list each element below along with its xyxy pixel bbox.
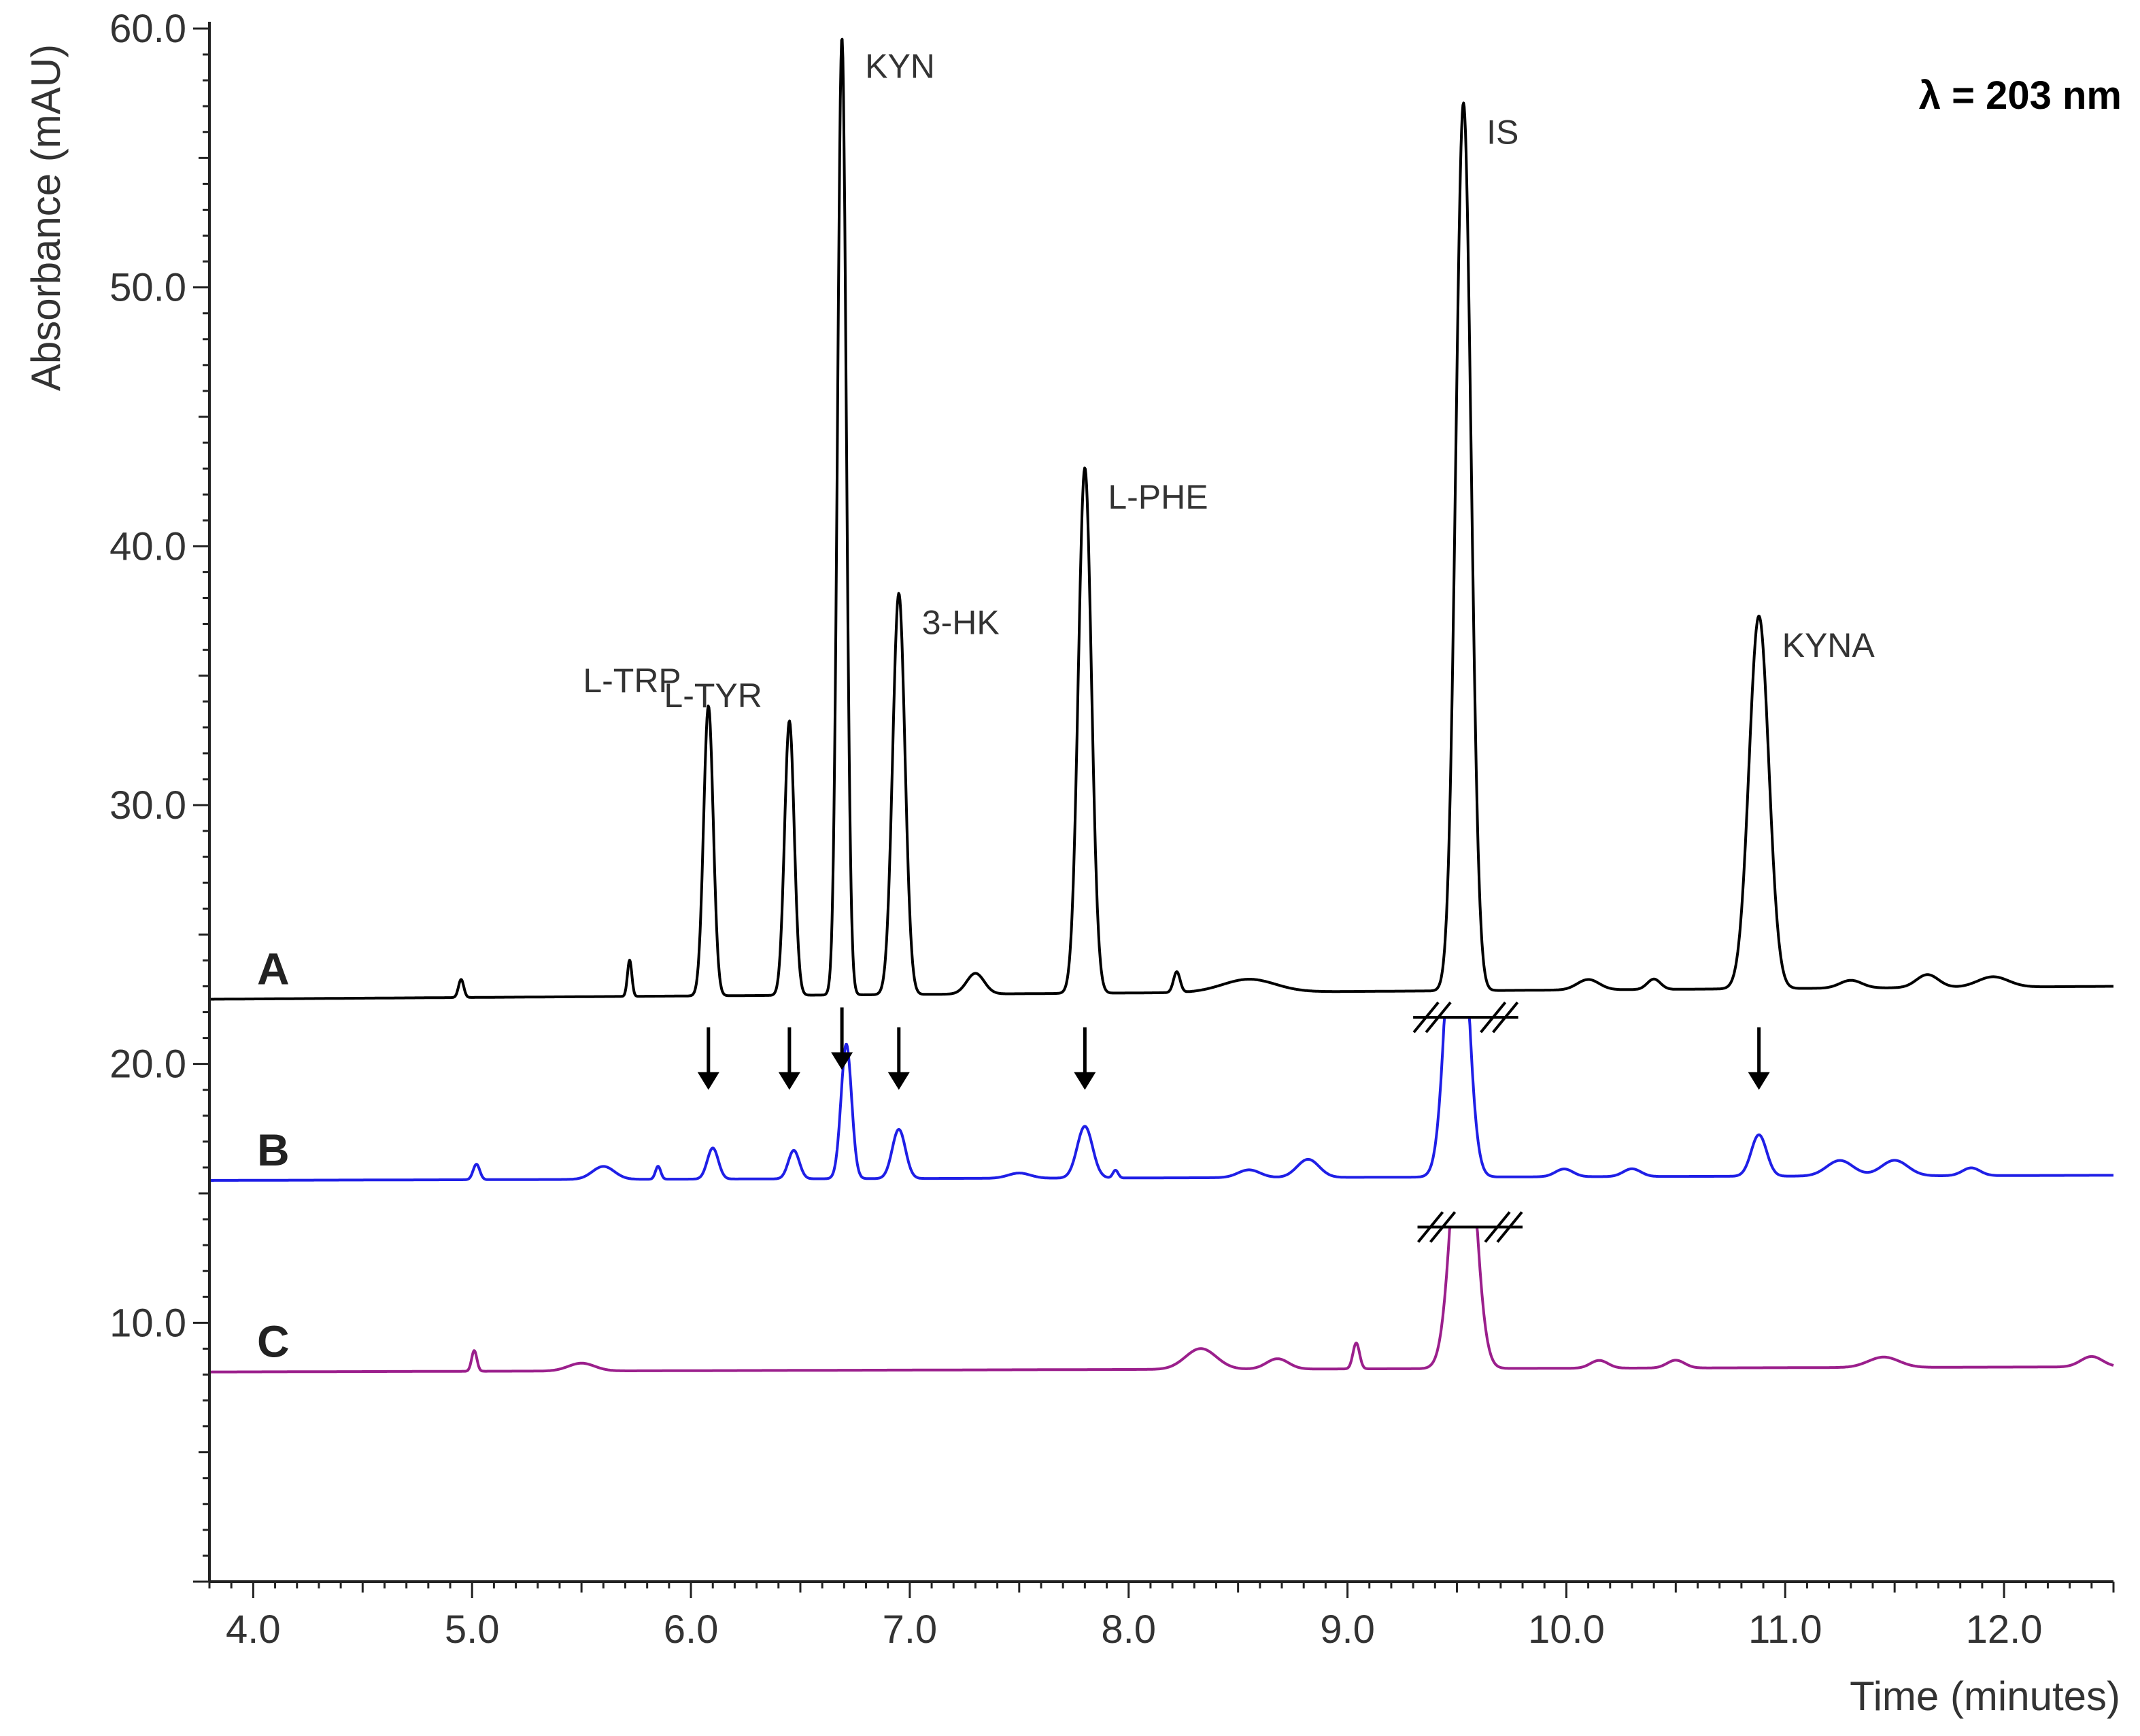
y-tick-label: 60.0 [109, 7, 186, 51]
axis-break-slash [1417, 1211, 1444, 1243]
x-tick-label: 4.0 [226, 1607, 281, 1652]
peak-label: L-PHE [1108, 478, 1208, 516]
peak-arrow-head [1748, 1072, 1770, 1090]
x-tick-label: 6.0 [664, 1607, 719, 1652]
peak-label: L-TRP [583, 662, 681, 700]
x-tick-label: 5.0 [445, 1607, 500, 1652]
axis-break-slash [1425, 1001, 1452, 1034]
axis-break-slash [1429, 1211, 1457, 1243]
peak-label: L-TYR [664, 677, 762, 715]
x-tick-label: 11.0 [1748, 1607, 1822, 1652]
y-tick-label: 10.0 [109, 1301, 186, 1345]
peak-arrow-head [831, 1052, 853, 1070]
series-line-c [208, 1225, 2115, 1374]
plot-area [208, 37, 2115, 1374]
y-tick-label: 40.0 [109, 524, 186, 568]
y-axis-title: Absorbance (mAU) [23, 44, 69, 391]
series-line-a [208, 37, 2115, 1001]
axis-break-slash [1412, 1001, 1440, 1034]
series-label-b: B [257, 1125, 290, 1175]
series-line-b [208, 1016, 2115, 1182]
axis-break-slash [1480, 1001, 1507, 1034]
axis-break-slash [1496, 1211, 1523, 1243]
wavelength-annotation: λ = 203 nm [1919, 73, 2122, 118]
peak-label: IS [1487, 113, 1518, 151]
series-label-a: A [257, 944, 290, 994]
x-axis-title: Time (minutes) [1850, 1673, 2120, 1719]
peak-label: 3-HK [922, 604, 1000, 642]
y-tick-label: 20.0 [109, 1042, 186, 1087]
axes: 10.0 20.0 30.0 40.0 50.0 60.0 4.0 5.0 6.0 7.0 8.0 9… [109, 7, 2115, 1652]
y-tick-label: 50.0 [109, 266, 186, 310]
x-tick-label: 9.0 [1320, 1607, 1375, 1652]
x-tick-label: 12.0 [1966, 1607, 2043, 1652]
peak-arrow-head [1074, 1072, 1096, 1090]
peak-arrow-head [778, 1072, 800, 1090]
axis-break-slash [1492, 1001, 1519, 1034]
x-tick-label: 7.0 [883, 1607, 938, 1652]
series-label-c: C [257, 1316, 290, 1367]
peak-arrow-head [697, 1072, 719, 1090]
x-tick-label: 10.0 [1528, 1607, 1605, 1652]
y-tick-label: 30.0 [109, 783, 186, 828]
axis-break-slash [1484, 1211, 1511, 1243]
peak-label: KYN [865, 48, 935, 86]
peak-arrow-head [887, 1072, 910, 1090]
peak-label: KYNA [1782, 626, 1875, 664]
x-tick-label: 8.0 [1101, 1607, 1156, 1652]
